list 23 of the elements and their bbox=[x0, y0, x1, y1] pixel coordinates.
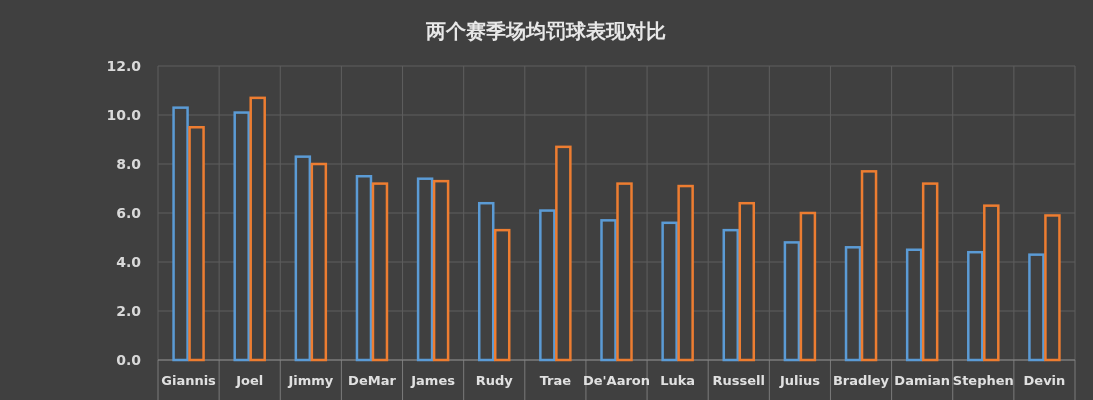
x-tick-label: Stephen bbox=[952, 373, 1014, 388]
y-tick-label: 0.0 bbox=[116, 352, 142, 368]
chart-title: 两个赛季场均罚球表现对比 bbox=[425, 19, 666, 43]
x-tick-label: Devin bbox=[1023, 373, 1066, 388]
x-tick-label: Jimmy bbox=[287, 373, 334, 388]
y-tick-label: 12.0 bbox=[106, 58, 142, 74]
x-tick-label: Joel bbox=[235, 373, 264, 388]
y-tick-label: 10.0 bbox=[106, 107, 142, 123]
x-tick-label: Russell bbox=[712, 373, 766, 388]
y-tick-label: 2.0 bbox=[116, 303, 142, 319]
y-tick-label: 6.0 bbox=[116, 205, 142, 221]
x-tick-label: Damian bbox=[894, 373, 950, 388]
x-tick-label: Bradley bbox=[832, 373, 890, 388]
y-tick-label: 8.0 bbox=[116, 156, 142, 172]
x-tick-label: Luka bbox=[660, 373, 696, 388]
x-tick-label: DeMar bbox=[348, 373, 397, 388]
x-tick-label: Julius bbox=[778, 373, 821, 388]
x-tick-label: De'Aaron bbox=[582, 373, 651, 388]
y-tick-label: 4.0 bbox=[116, 254, 142, 270]
x-tick-label: James bbox=[410, 373, 456, 388]
x-tick-label: Giannis bbox=[161, 373, 217, 388]
x-tick-label: Rudy bbox=[475, 373, 514, 388]
x-tick-label: Trae bbox=[539, 373, 572, 388]
